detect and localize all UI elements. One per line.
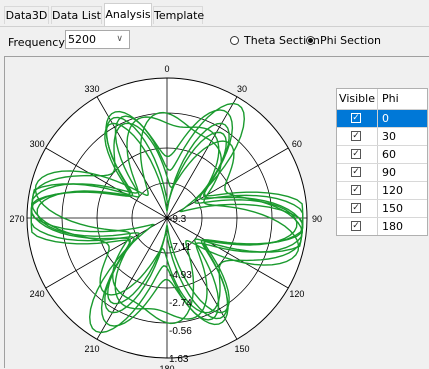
visible-cell: ✓ [337, 110, 378, 127]
frequency-label: Frequency: [8, 36, 68, 49]
phi-series-curve [36, 116, 298, 320]
checkbox-checked-icon[interactable]: ✓ [351, 149, 361, 159]
checkbox-checked-icon[interactable]: ✓ [351, 185, 361, 195]
grid-spoke [45, 147, 168, 219]
radio-off-icon [230, 36, 239, 45]
frequency-select[interactable]: 5200 ∨ [65, 30, 130, 49]
phi-section-radio[interactable]: Phi Section [306, 34, 381, 47]
angle-label: 60 [292, 139, 302, 149]
phi-cell: 30 [382, 130, 396, 143]
frequency-value: 5200 [68, 33, 96, 46]
radial-tick-label: -2.74 [169, 298, 192, 309]
visible-cell: ✓ [337, 146, 378, 163]
table-row[interactable]: ✓ 150 [337, 200, 427, 218]
radial-tick-label: -7.11 [169, 242, 191, 253]
phi-series-curve [31, 122, 303, 314]
polar-plot: 0 330 300 270 240 210 180 150 120 90 60 30 -9.3 -7.11… [9, 64, 322, 369]
angle-label: 180 [159, 364, 174, 369]
phi-cell: 90 [382, 166, 396, 179]
phi-cell: 60 [382, 148, 396, 161]
checkbox-checked-icon[interactable]: ✓ [351, 167, 361, 177]
angle-label: 330 [84, 84, 99, 94]
angle-label: 240 [30, 289, 45, 299]
angle-label: 270 [9, 214, 24, 224]
phi-cell: 180 [382, 220, 403, 233]
phi-series-curve [34, 111, 300, 325]
phi-cell: 150 [382, 202, 403, 215]
tab-data-list[interactable]: Data List [51, 6, 102, 24]
analysis-panel: 0 330 300 270 240 210 180 150 120 90 60 30 -9.3 -7.11… [4, 56, 429, 369]
angle-label: 300 [30, 139, 45, 149]
tab-analysis[interactable]: Analysis [104, 3, 152, 26]
radio-on-icon [306, 36, 315, 45]
radial-tick-label: -0.56 [169, 326, 192, 337]
checkbox-checked-icon[interactable]: ✓ [351, 221, 361, 231]
radial-tick-label: 1.63 [169, 354, 189, 365]
angle-label: 150 [234, 344, 249, 354]
phi-cell: 120 [382, 184, 403, 197]
phi-column-header: Phi [382, 92, 399, 105]
angle-label: 0 [164, 64, 169, 74]
grid-spoke [166, 96, 238, 219]
table-row[interactable]: ✓ 60 [337, 146, 427, 164]
table-row[interactable]: ✓ 0 [337, 110, 427, 128]
phi-cell: 0 [382, 112, 389, 125]
tab-template[interactable]: Template [153, 6, 204, 24]
checkbox-checked-icon[interactable]: ✓ [351, 113, 361, 123]
theta-section-label: Theta Section [244, 34, 320, 47]
visible-cell: ✓ [337, 164, 378, 181]
visible-cell: ✓ [337, 218, 378, 235]
angle-label: 90 [312, 214, 322, 224]
table-row[interactable]: ✓ 180 [337, 218, 427, 235]
checkbox-checked-icon[interactable]: ✓ [351, 131, 361, 141]
visible-cell: ✓ [337, 200, 378, 217]
visible-cell: ✓ [337, 128, 378, 145]
phi-series-curve [30, 116, 304, 320]
tab-data3d[interactable]: Data3D [4, 6, 49, 24]
table-row[interactable]: ✓ 120 [337, 182, 427, 200]
visible-cell: ✓ [337, 182, 378, 199]
table-row[interactable]: ✓ 90 [337, 164, 427, 182]
phi-section-label: Phi Section [320, 34, 382, 47]
grid-spoke [166, 217, 289, 289]
visible-column-header: Visible [337, 89, 378, 109]
radial-tick-label: -4.93 [169, 270, 192, 281]
angle-label: 120 [289, 289, 304, 299]
radial-tick-label: -9.3 [169, 214, 187, 225]
angle-label: 30 [237, 84, 247, 94]
table-row[interactable]: ✓ 30 [337, 128, 427, 146]
table-header: Visible Phi [337, 89, 427, 110]
tab-bar: Data3D Data List Analysis Template [0, 0, 429, 27]
grid-spoke [96, 217, 168, 340]
chevron-down-icon: ∨ [116, 34, 123, 44]
checkbox-checked-icon[interactable]: ✓ [351, 203, 361, 213]
tab-divider [0, 26, 429, 27]
phi-visibility-table: Visible Phi ✓ 0 ✓ 30 ✓ 60 ✓ 90 ✓ 120 ✓ 1… [336, 88, 428, 236]
phi-series-curve [30, 109, 304, 327]
angle-label: 210 [84, 344, 99, 354]
theta-section-radio[interactable]: Theta Section [230, 34, 320, 47]
